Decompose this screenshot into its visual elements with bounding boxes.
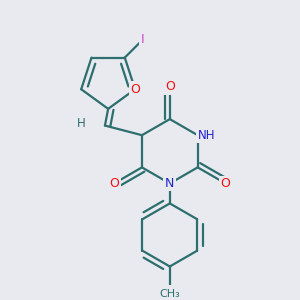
Text: O: O bbox=[220, 177, 231, 190]
Text: NH: NH bbox=[198, 129, 215, 142]
Text: I: I bbox=[140, 33, 145, 46]
Text: O: O bbox=[130, 83, 140, 96]
Text: N: N bbox=[165, 177, 175, 190]
Text: O: O bbox=[109, 177, 119, 190]
Text: O: O bbox=[130, 83, 140, 96]
Text: CH₃: CH₃ bbox=[159, 289, 180, 299]
Text: H: H bbox=[76, 117, 85, 130]
Text: O: O bbox=[109, 177, 119, 190]
Text: N: N bbox=[165, 177, 175, 190]
Text: NH: NH bbox=[198, 129, 218, 142]
Text: O: O bbox=[164, 80, 175, 93]
Text: O: O bbox=[165, 80, 175, 93]
Text: O: O bbox=[220, 177, 230, 190]
Text: I: I bbox=[141, 33, 144, 46]
